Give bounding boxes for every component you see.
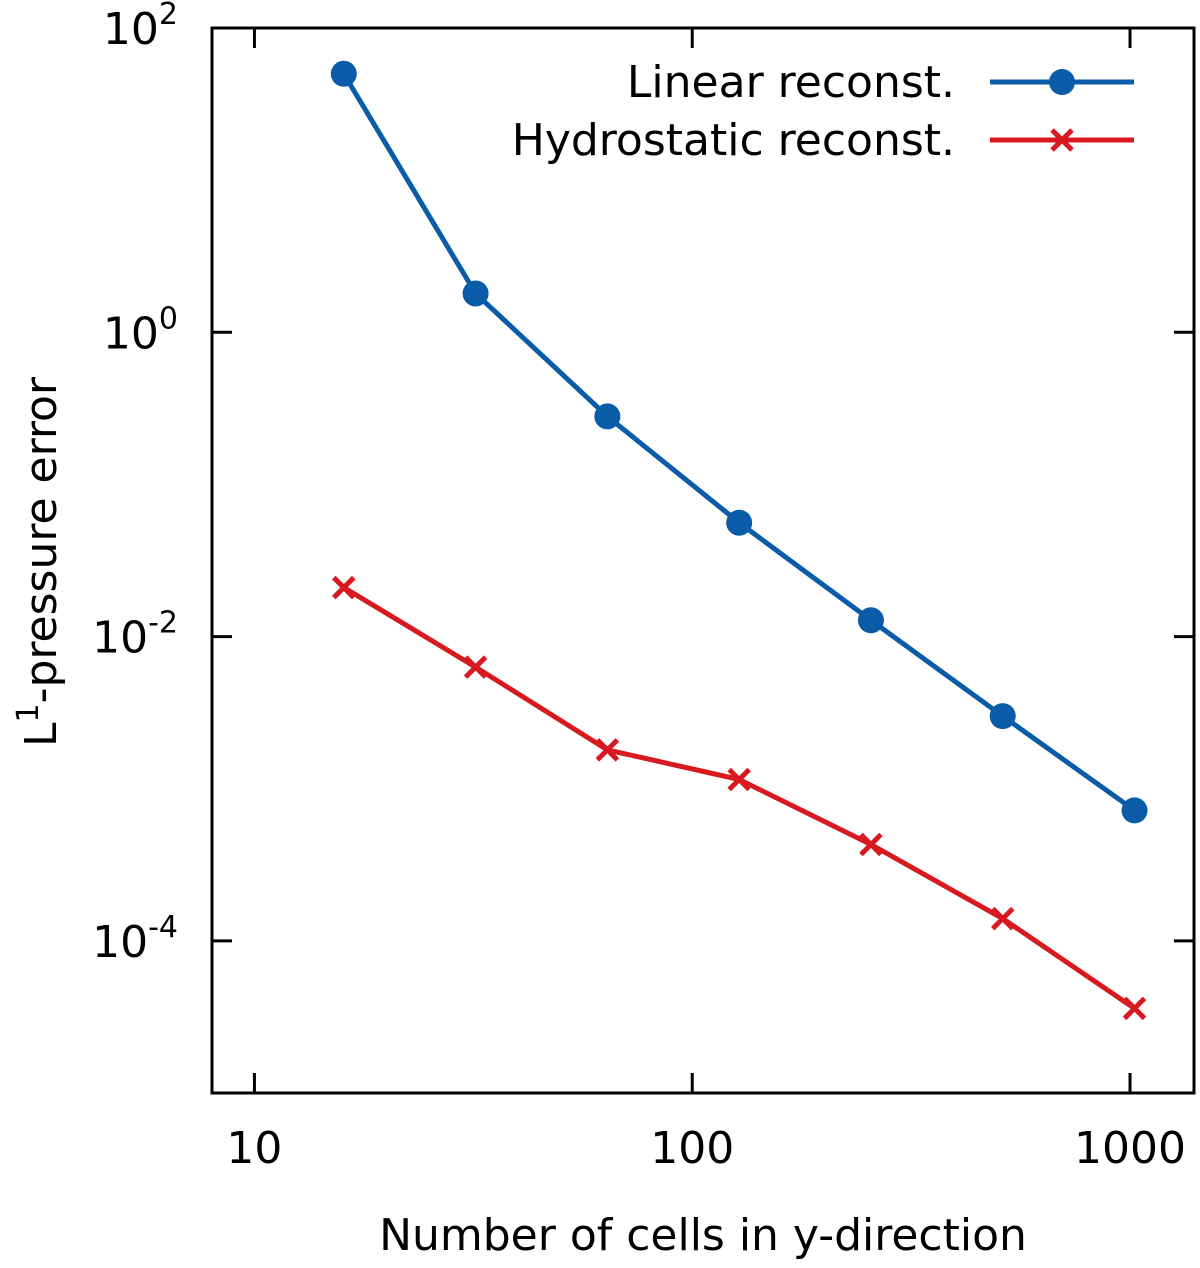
series-line-1	[342, 585, 1136, 1011]
data-point-series-1	[463, 655, 488, 679]
data-point-series-0	[857, 607, 884, 634]
y-tick-base: 10	[103, 308, 159, 359]
data-point-series-1	[1122, 996, 1147, 1021]
data-point-series-1-stroke-b	[859, 832, 883, 857]
y-axis-title: L1-pressure error	[11, 376, 67, 747]
x-axis-title: Number of cells in y-direction	[379, 1210, 1027, 1261]
x-tick-label: 1000	[1074, 1123, 1186, 1174]
y-tick-exponent: -2	[148, 606, 178, 641]
data-point-series-0	[726, 509, 753, 536]
data-point-series-1-stroke-b	[332, 575, 356, 600]
data-point-series-1	[990, 906, 1015, 931]
series-layer	[330, 60, 1148, 1021]
y-tick-label: 100	[103, 301, 178, 359]
data-point-series-1-stroke-b	[595, 738, 620, 762]
data-point-series-0	[989, 703, 1016, 730]
legend-marker-stroke-b	[1050, 128, 1074, 152]
y-tick-label: 102	[103, 0, 178, 55]
data-point-series-0	[1121, 797, 1148, 824]
legend-label: Linear reconst.	[627, 57, 955, 108]
y-axis-title-rest: -pressure error	[16, 376, 67, 703]
data-point-series-1	[727, 767, 751, 792]
data-point-series-0	[594, 403, 621, 430]
series-line-0	[341, 72, 1136, 813]
data-point-series-1-stroke-b	[1122, 996, 1147, 1021]
legend-label: Hydrostatic reconst.	[512, 115, 955, 166]
x-tick-label: 10	[226, 1123, 282, 1174]
y-tick-base: 10	[92, 917, 148, 968]
data-point-series-1	[859, 832, 883, 857]
data-point-series-0	[462, 280, 489, 307]
y-tick-label: 10-4	[92, 910, 178, 968]
legend: Linear reconst. Hydrostatic reconst.	[512, 57, 1134, 166]
x-tick-label: 100	[650, 1123, 734, 1174]
data-point-series-0	[330, 60, 357, 87]
data-point-series-1-stroke-b	[990, 906, 1015, 931]
legend-marker	[1050, 128, 1074, 152]
y-axis-title-superscript: 1	[11, 703, 46, 722]
data-point-series-1	[332, 575, 356, 600]
y-tick-exponent: 2	[159, 0, 178, 32]
y-tick-exponent: -4	[148, 910, 178, 945]
y-tick-base: 10	[92, 613, 148, 664]
y-tick-base: 10	[103, 4, 159, 55]
data-point-series-1	[595, 738, 620, 762]
data-point-series-1-stroke-b	[727, 767, 751, 792]
y-axis-title-base: L	[16, 722, 67, 747]
y-tick-exponent: 0	[159, 301, 178, 336]
x-axis-ticks: 10 100 1000	[226, 28, 1186, 1174]
y-tick-label: 10-2	[92, 606, 178, 664]
plot-frame	[210, 26, 1196, 1095]
data-point-series-1-stroke-b	[463, 655, 488, 679]
legend-marker	[1049, 69, 1075, 95]
